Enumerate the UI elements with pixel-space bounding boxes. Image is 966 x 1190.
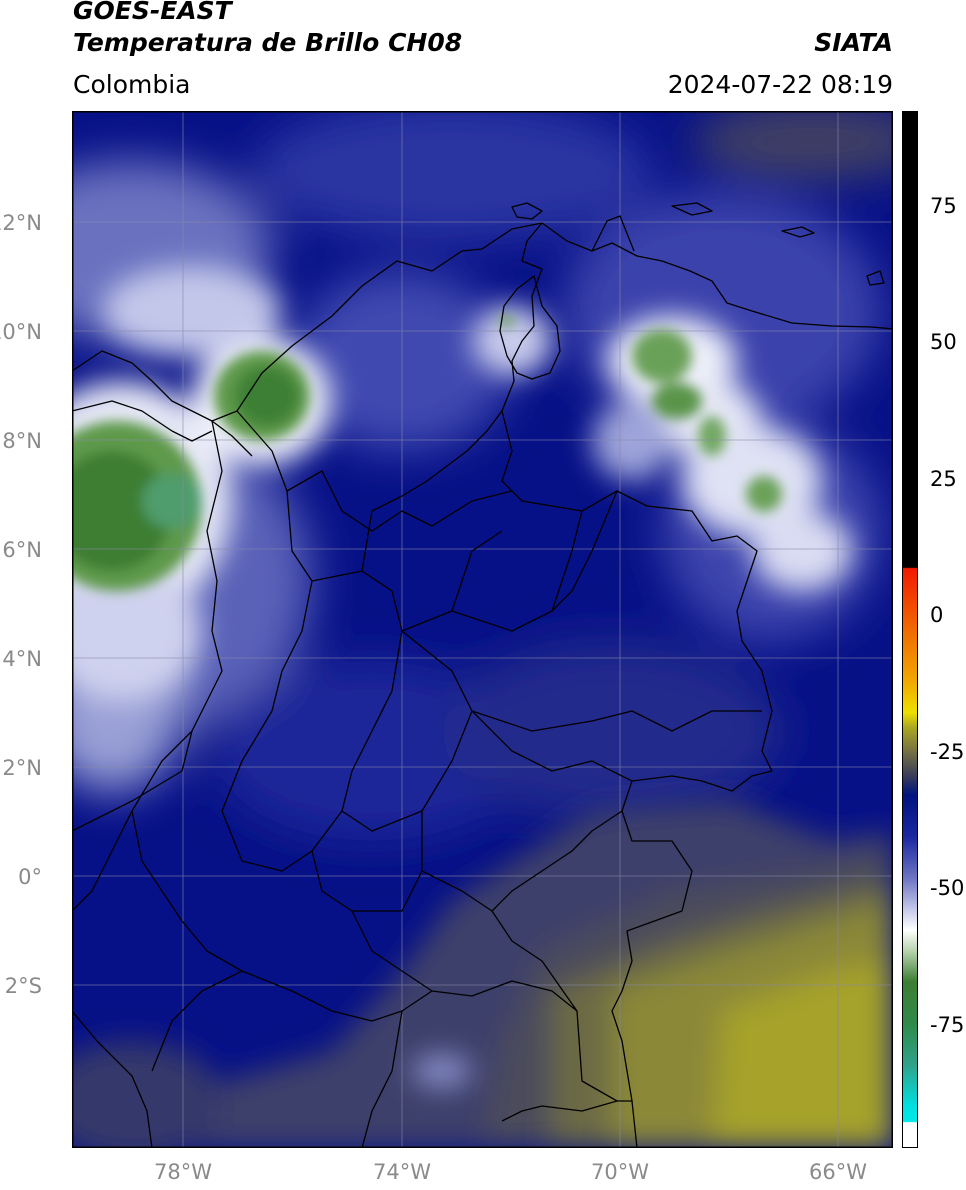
timestamp-label: 2024-07-22 08:19 [667, 70, 893, 99]
lat-label-12n: 12°N [0, 211, 42, 235]
colorbar-tick-0: 0 [930, 603, 944, 627]
brand-label: SIATA [814, 28, 893, 57]
satellite-map[interactable] [72, 111, 893, 1148]
cold-cloud-tops [72, 315, 782, 591]
colorbar-tick-25: 25 [930, 467, 957, 491]
pacific-coastline [72, 420, 223, 832]
region-label: Colombia [73, 70, 191, 99]
colorbar-tick-m75: -75 [930, 1013, 965, 1037]
lon-label-78w: 78°W [154, 1160, 212, 1184]
lat-label-10n: 10°N [0, 320, 42, 344]
product-title: Temperatura de Brillo CH08 [73, 28, 463, 57]
lat-label-4n: 4°N [2, 647, 42, 671]
lat-label-2s: 2°S [4, 974, 42, 998]
lat-label-8n: 8°N [2, 429, 42, 453]
lon-label-66w: 66°W [809, 1160, 867, 1184]
colombia-coastline [211, 222, 543, 512]
panama-coast [72, 350, 253, 457]
colorbar-tick-m50: -50 [930, 876, 965, 900]
map-frame [72, 111, 893, 1148]
lon-label-74w: 74°W [373, 1160, 431, 1184]
colorbar [902, 111, 918, 1148]
boundaries [72, 202, 893, 1148]
colombia-border [131, 410, 773, 1102]
lat-label-2n: 2°N [2, 756, 42, 780]
lat-label-6n: 6°N [2, 538, 42, 562]
satellite-title: GOES-EAST [73, 0, 232, 25]
venezuela-coast [541, 222, 893, 330]
lat-label-0: 0° [18, 865, 42, 889]
colorbar-tick-50: 50 [930, 330, 957, 354]
dry-air-region [72, 801, 893, 1148]
colorbar-tick-m25: -25 [930, 740, 965, 764]
lake-maracaibo [499, 275, 561, 380]
colorbar-tick-75: 75 [930, 194, 957, 218]
lon-label-70w: 70°W [591, 1160, 649, 1184]
